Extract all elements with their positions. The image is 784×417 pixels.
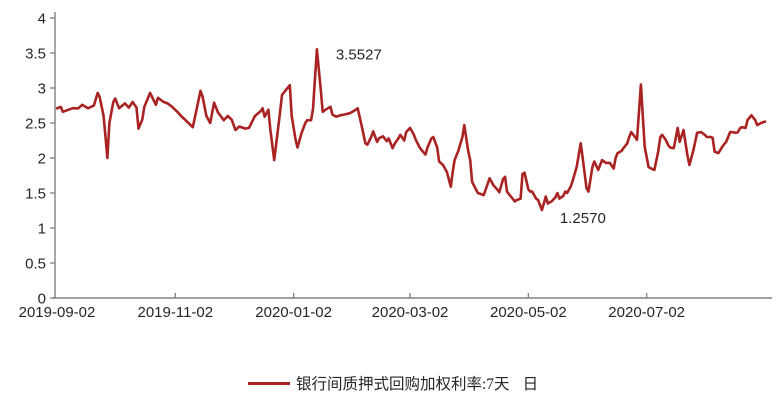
legend-frequency: 日: [523, 376, 539, 393]
y-tick-label: 4: [38, 11, 46, 28]
x-tick-label: 2020-07-02: [608, 304, 685, 321]
y-tick-label: 2.5: [25, 116, 46, 133]
legend: 银行间质押式回购加权利率:7天日: [248, 375, 538, 393]
y-tick-label: 1: [38, 221, 46, 238]
x-tick-label: 2020-01-02: [255, 304, 332, 321]
annotation-min: 1.2570: [560, 210, 606, 227]
x-tick-label: 2020-03-02: [372, 304, 449, 321]
data-line: [55, 48, 767, 212]
annotations: 3.5527 1.2570: [336, 46, 606, 227]
y-tick-label: 0: [38, 291, 46, 308]
annotation-max: 3.5527: [336, 46, 382, 63]
y-tick-label: 2: [38, 151, 46, 168]
axis-ticks-and-labels: 0 0.5 1 1.5 2 2.5 3 3.5 4 2019-09-02 2019-11-02 202…: [19, 11, 685, 322]
legend-label: 银行间质押式回购加权利率:7天日: [296, 375, 538, 393]
y-tick-label: 1.5: [25, 186, 46, 203]
y-tick-label: 0.5: [25, 256, 46, 273]
legend-series-name: 银行间质押式回购加权利率:7天: [296, 375, 510, 393]
x-tick-label: 2019-11-02: [138, 304, 214, 321]
x-tick-label: 2019-09-02: [19, 304, 96, 321]
y-tick-label: 3.5: [25, 46, 46, 63]
y-tick-label: 3: [38, 81, 46, 98]
data-series: [55, 48, 767, 212]
x-tick-label: 2020-05-02: [490, 304, 567, 321]
axes: [53, 12, 772, 299]
